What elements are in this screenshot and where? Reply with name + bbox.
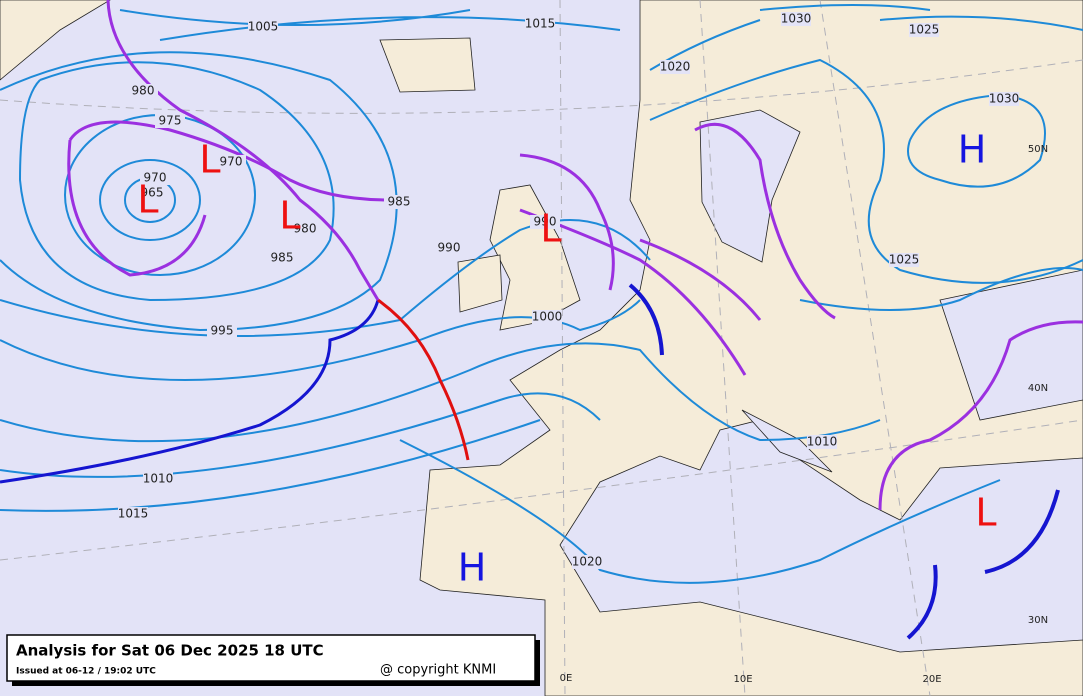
- label-bg: [807, 435, 837, 449]
- grid-label: 50N: [1028, 144, 1048, 155]
- label-bg: [989, 92, 1019, 106]
- label-bg: [267, 251, 297, 265]
- pressure-center: H: [958, 128, 987, 172]
- label-bg: [207, 324, 237, 338]
- label-bg: [532, 310, 562, 324]
- label-bg: [525, 17, 555, 31]
- label-bg: [140, 171, 170, 185]
- isobar-label: 1010: [143, 472, 174, 486]
- isobar-label: 970: [144, 171, 167, 185]
- pressure-center: L: [199, 138, 220, 182]
- isobar-label: 970: [220, 155, 243, 169]
- isobar-label: 980: [294, 222, 317, 236]
- isobar-label: 1005: [248, 20, 279, 34]
- grid-label: 40N: [1028, 383, 1048, 394]
- label-bg: [248, 20, 278, 34]
- isobar-label: 1025: [889, 253, 920, 267]
- isobar-label: 1025: [909, 23, 940, 37]
- label-bg: [137, 186, 167, 200]
- inland-seas: [559, 109, 1083, 653]
- isobar-label: 1030: [989, 92, 1020, 106]
- isobar-label: 985: [388, 195, 411, 209]
- label-bg: [530, 215, 560, 229]
- label-bg: [909, 23, 939, 37]
- isobar-label: 990: [438, 241, 461, 255]
- grid-label: 10E: [733, 674, 752, 685]
- isobar-label: 980: [132, 84, 155, 98]
- label-bg: [128, 84, 158, 98]
- isobar-label: 1015: [118, 507, 149, 521]
- pressure-center: H: [458, 546, 487, 590]
- pressure-center: L: [137, 178, 158, 222]
- issued: Issued at 06-12 / 19:02 UTC: [16, 667, 156, 677]
- label-bg: [660, 60, 690, 74]
- isobar-label: 1020: [572, 555, 603, 569]
- grid-label: 20E: [922, 674, 941, 685]
- isobar-label: 1010: [807, 435, 838, 449]
- isobar-label: 985: [271, 251, 294, 265]
- isobar-label: 1015: [525, 17, 556, 31]
- pressure-center: L: [540, 207, 561, 251]
- isobar-label: 1000: [532, 310, 563, 324]
- labels: 1005 1015 10301025102098097597097096598598…: [118, 12, 1048, 686]
- isobar-label: 1020: [660, 60, 691, 74]
- label-bg: [384, 195, 414, 209]
- label-bg: [572, 555, 602, 569]
- fronts: [0, 0, 1083, 640]
- label-bg: [434, 241, 464, 255]
- label-bg: [889, 253, 919, 267]
- info-box: Analysis for Sat 06 Dec 2025 18 UTC Issu…: [6, 634, 540, 686]
- pressure-center: L: [279, 194, 300, 238]
- label-bg: [155, 114, 185, 128]
- isobar-label: 1030: [781, 12, 812, 26]
- label-bg: [143, 472, 173, 486]
- grid-label: 0E: [560, 673, 573, 684]
- label-bg: [216, 155, 246, 169]
- label-bg: [118, 507, 148, 521]
- grid-label: 30N: [1028, 615, 1048, 626]
- pressure-center: L: [975, 491, 996, 535]
- isobar-label: 990: [534, 215, 557, 229]
- label-bg: [781, 12, 811, 26]
- isobars: [0, 4, 1083, 584]
- title: Analysis for Sat 06 Dec 2025 18 UTC: [16, 642, 324, 660]
- isobar-label: 975: [159, 114, 182, 128]
- isobar-label: 965: [141, 186, 164, 200]
- copyright: @ copyright KNMI: [380, 663, 496, 678]
- isobar-label: 995: [211, 324, 234, 338]
- label-bg: [290, 222, 320, 236]
